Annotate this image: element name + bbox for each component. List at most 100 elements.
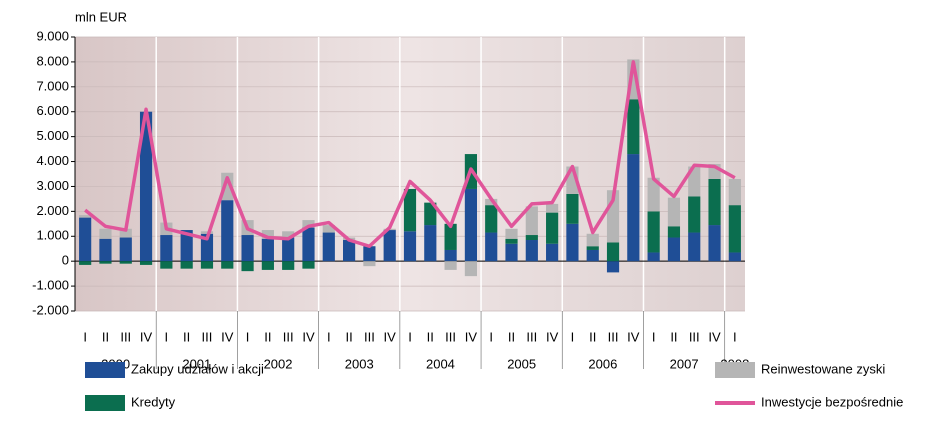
bar (708, 178, 721, 226)
bar (688, 232, 701, 262)
bar (546, 243, 559, 262)
bar (667, 237, 681, 262)
bar (302, 227, 315, 262)
y-tick-label: 3.000 (36, 178, 69, 193)
legend-swatch (715, 362, 755, 378)
bar (119, 228, 132, 238)
x-tick-label: IV (302, 329, 315, 344)
x-tick-label: II (264, 329, 271, 344)
bar (464, 261, 477, 277)
bar (444, 223, 457, 250)
bar (566, 193, 579, 224)
x-tick-label: I (571, 329, 575, 344)
bar (200, 231, 214, 234)
bar (160, 235, 173, 262)
bar (160, 261, 173, 269)
bar (221, 200, 234, 262)
x-tick-label: IV (627, 329, 640, 344)
bar (667, 197, 681, 227)
bar (302, 220, 315, 228)
bar (139, 111, 153, 262)
legend-label: Reinwestowane zyski (761, 361, 885, 376)
x-tick-label: I (733, 329, 737, 344)
line (84, 60, 736, 248)
bar (322, 232, 335, 262)
bar (180, 261, 193, 269)
bar (728, 252, 741, 262)
x-tick-label: I (652, 329, 656, 344)
bar (282, 261, 295, 270)
legend-label: Zakupy udziałów i akcji (131, 361, 264, 376)
bar (647, 211, 660, 253)
bar (586, 246, 599, 250)
y-tick-label: 7.000 (36, 78, 69, 93)
bar (525, 235, 538, 241)
bar (99, 238, 112, 262)
bar (546, 203, 559, 213)
bar (383, 230, 396, 262)
bar (200, 233, 214, 262)
x-tick-label: II (102, 329, 109, 344)
bar (627, 99, 640, 155)
bar (688, 196, 701, 233)
bar (79, 261, 92, 265)
y-tick-label: -1.000 (32, 278, 69, 293)
legend-label: Inwestycje bezpośrednie (761, 394, 903, 409)
x-tick-label: II (427, 329, 434, 344)
x-tick-label: I (408, 329, 412, 344)
x-tick-label: IV (140, 329, 153, 344)
x-tick-label: II (345, 329, 352, 344)
year-label: 2001 (182, 356, 211, 371)
bar (241, 261, 254, 272)
y-tick-label: 1.000 (36, 228, 69, 243)
y-tick-label: 0 (62, 253, 69, 268)
y-tick-label: 5.000 (36, 128, 69, 143)
bar (261, 230, 274, 239)
y-tick-label: 2.000 (36, 203, 69, 218)
bar (688, 166, 701, 197)
year-label: 2007 (670, 356, 699, 371)
y-axis-label: mln EUR (75, 9, 127, 24)
x-tick-label: I (83, 329, 87, 344)
x-tick-label: IV (384, 329, 397, 344)
bar (424, 225, 437, 262)
bar (424, 202, 437, 226)
bar (241, 235, 254, 262)
legend-swatch (85, 362, 125, 378)
bar (403, 231, 417, 262)
bar (444, 249, 457, 262)
x-tick-label: I (327, 329, 331, 344)
x-tick-label: IV (708, 329, 721, 344)
year-label: 2006 (588, 356, 617, 371)
bar (119, 237, 132, 262)
bar (322, 225, 335, 233)
x-tick-label: II (670, 329, 677, 344)
x-tick-label: I (489, 329, 493, 344)
bar (464, 188, 477, 262)
bar (403, 188, 417, 232)
bar (261, 261, 274, 270)
bar (505, 243, 518, 262)
x-tick-label: III (364, 329, 375, 344)
bar (586, 249, 599, 262)
x-tick-label: I (165, 329, 169, 344)
bar (79, 217, 92, 262)
bar (180, 230, 193, 262)
bar (586, 233, 599, 247)
year-label: 2003 (345, 356, 374, 371)
x-tick-label: II (183, 329, 190, 344)
bar (261, 238, 274, 262)
x-tick-label: III (445, 329, 456, 344)
x-tick-label: IV (465, 329, 478, 344)
x-tick-label: III (608, 329, 619, 344)
bar (606, 242, 620, 262)
y-tick-label: -2.000 (32, 302, 69, 317)
legend-swatch (85, 395, 125, 411)
x-tick-label: I (246, 329, 250, 344)
bar (99, 228, 112, 239)
bar (566, 223, 579, 262)
bar (79, 215, 92, 218)
bar (525, 206, 538, 236)
y-tick-label: 9.000 (36, 28, 69, 43)
